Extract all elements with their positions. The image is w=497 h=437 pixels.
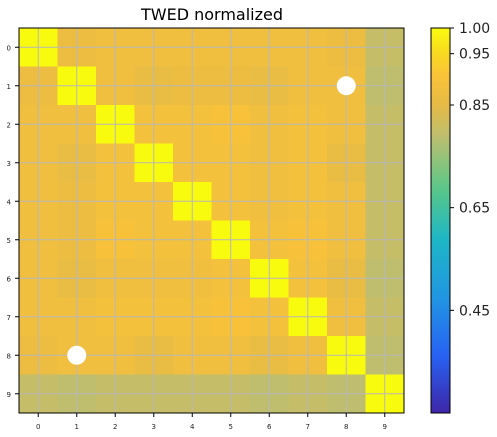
y-tick-label: 5 bbox=[7, 237, 11, 245]
y-tick-label: 7 bbox=[7, 314, 11, 322]
x-axis-ticks: 0 1 2 3 4 5 6 7 8 9 bbox=[36, 413, 387, 431]
colorbar-tick-label: 0.65 bbox=[459, 201, 490, 217]
colorbar-bar bbox=[430, 27, 451, 414]
x-tick-label: 8 bbox=[344, 423, 348, 431]
y-tick-label: 3 bbox=[7, 160, 11, 168]
colorbar-tick-label: 0.85 bbox=[459, 98, 490, 114]
x-tick-label: 4 bbox=[190, 423, 195, 431]
markers bbox=[67, 76, 356, 365]
x-tick-label: 6 bbox=[267, 423, 272, 431]
x-tick-label: 0 bbox=[36, 423, 40, 431]
y-tick-label: 1 bbox=[7, 83, 11, 91]
y-tick-label: 9 bbox=[7, 391, 11, 399]
colorbar-tick-label: 0.45 bbox=[459, 303, 490, 319]
colorbar-tick-label: 1.00 bbox=[459, 21, 490, 37]
y-axis-ticks: 0 1 2 3 4 5 6 7 8 9 bbox=[7, 44, 19, 399]
y-tick-label: 2 bbox=[7, 121, 11, 129]
x-tick-label: 7 bbox=[306, 423, 310, 431]
marker-circle bbox=[336, 76, 356, 96]
x-tick-label: 2 bbox=[113, 423, 117, 431]
x-tick-label: 9 bbox=[383, 423, 387, 431]
x-tick-label: 1 bbox=[75, 423, 79, 431]
y-tick-label: 0 bbox=[7, 44, 11, 52]
y-tick-label: 4 bbox=[7, 198, 12, 206]
grid-lines bbox=[19, 28, 404, 413]
y-tick-label: 6 bbox=[7, 275, 12, 283]
chart-title: TWED normalized bbox=[140, 5, 283, 24]
x-tick-label: 5 bbox=[229, 423, 233, 431]
y-tick-label: 8 bbox=[7, 352, 11, 360]
x-tick-label: 3 bbox=[152, 423, 156, 431]
plot-frame bbox=[18, 27, 405, 414]
colorbar: 0.45 0.65 0.85 0.95 1.00 bbox=[430, 21, 490, 414]
colorbar-tick-label: 0.95 bbox=[459, 47, 490, 63]
marker-circle bbox=[67, 345, 87, 365]
